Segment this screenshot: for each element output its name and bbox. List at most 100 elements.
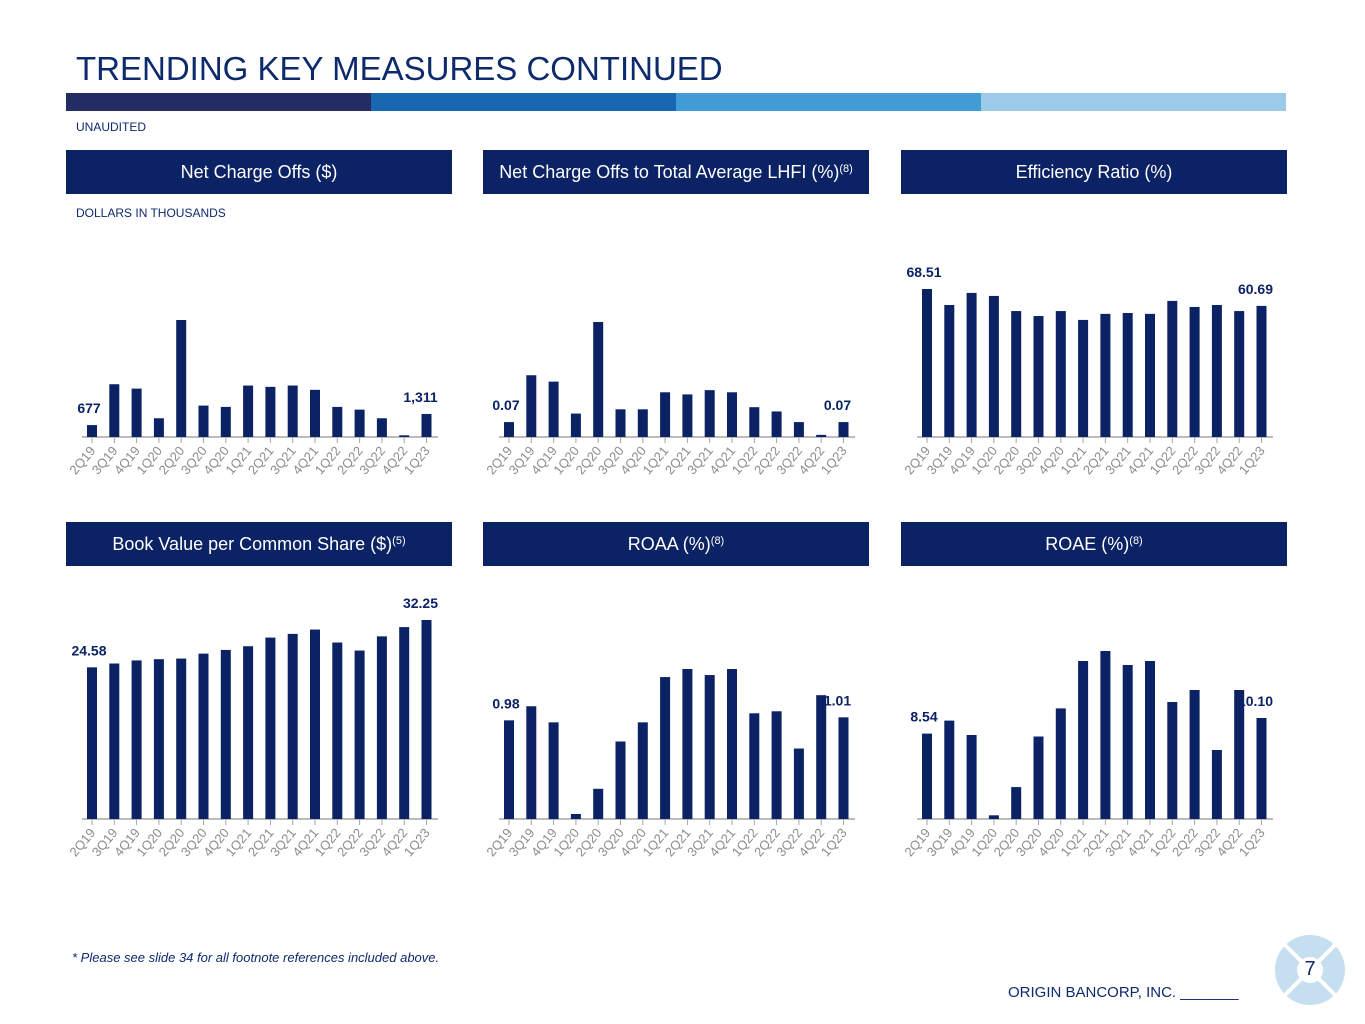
bar-1Q23 [838,717,849,819]
chart-roaa: 2Q193Q194Q191Q202Q203Q204Q201Q212Q213Q21… [483,669,855,859]
bar-3Q19 [526,375,537,437]
bar-3Q22 [1211,305,1222,437]
data-label-last: 60.69 [1238,281,1273,297]
bar-4Q22 [816,695,827,819]
chart-header-nco-ratio: Net Charge Offs to Total Average LHFI (%… [483,150,869,194]
bar-2Q22 [354,650,365,819]
bar-1Q23 [421,413,432,437]
bar-3Q19 [109,384,120,437]
bar-4Q21 [727,669,737,819]
x-tick-label: 1Q23 [818,825,850,859]
x-tick-label: 1Q23 [818,443,850,477]
bar-2Q19 [922,289,932,437]
bar-3Q22 [793,422,804,437]
bar-4Q21 [727,392,737,437]
bar-1Q21 [1078,319,1089,437]
data-label-last: 1,311 [403,389,437,405]
bar-4Q20 [1055,708,1066,819]
bar-2Q20 [593,788,604,819]
band-segment [371,93,676,111]
bar-1Q22 [749,713,760,819]
bar-4Q19 [548,381,559,437]
bar-4Q22 [1234,690,1245,819]
chart-net-charge-offs: 2Q193Q194Q191Q202Q203Q204Q201Q212Q213Q21… [66,320,438,477]
bar-4Q20 [637,722,648,819]
chart-header-roae: ROAE (%) (8) [901,522,1287,566]
chart-header-roaa: ROAA (%) (8) [483,522,869,566]
bar-4Q19 [966,292,977,437]
bar-4Q22 [816,434,827,437]
bar-3Q20 [1033,316,1044,437]
units-note: DOLLARS IN THOUSANDS [76,206,226,220]
bar-4Q21 [310,389,320,437]
bar-4Q21 [1145,313,1155,437]
header-text: ROAA (%) [627,533,711,554]
bar-3Q20 [198,405,209,437]
bar-2Q21 [1100,313,1111,437]
bar-3Q22 [1211,750,1222,819]
data-label-last: 1.01 [824,692,851,708]
chart-roae: 2Q193Q194Q191Q202Q203Q204Q201Q212Q213Q21… [901,651,1273,859]
bar-3Q21 [1122,313,1133,437]
page-number: 7 [1304,958,1316,980]
bar-4Q19 [548,722,559,819]
chart-header-book-value: Book Value per Common Share ($) (5) [66,522,452,566]
bar-3Q19 [944,720,955,819]
bar-1Q20 [988,295,999,437]
bar-4Q20 [637,409,648,437]
data-label-first: 0.98 [492,695,519,711]
bar-2Q20 [176,658,187,819]
header-text: Net Charge Offs ($) [180,161,338,182]
chart-header-efficiency: Efficiency Ratio (%) [901,150,1287,194]
bar-2Q20 [1011,311,1022,437]
bar-2Q20 [593,322,604,437]
bar-3Q19 [526,706,537,819]
unaudited-label: UNAUDITED [76,120,147,134]
bar-1Q21 [243,646,254,819]
bar-3Q22 [376,418,387,437]
bar-3Q22 [376,636,387,819]
bar-3Q21 [1122,665,1133,819]
x-tick-label: 1Q23 [1236,825,1268,859]
page-title: TRENDING KEY MEASURES CONTINUED [76,50,723,87]
bar-1Q22 [749,407,760,437]
bar-2Q22 [771,711,782,819]
color-band [66,93,1286,111]
header-text: Net Charge Offs to Total Average LHFI (%… [499,161,840,182]
bar-3Q20 [615,409,626,437]
bar-3Q21 [704,675,715,819]
bar-2Q22 [771,411,782,437]
bar-1Q21 [660,392,671,437]
footnote-ref: (8) [1129,535,1143,547]
data-label-first: 0.07 [492,397,519,413]
x-tick-label: 1Q23 [401,825,433,859]
bar-3Q20 [615,741,626,819]
bar-2Q19 [504,422,514,437]
bar-2Q21 [265,637,276,819]
bar-1Q20 [570,813,581,819]
header-text: Book Value per Common Share ($) [112,533,393,554]
footnote-ref: (8) [839,163,853,175]
bar-2Q19 [87,667,97,819]
chart-header-net-charge-offs: Net Charge Offs ($) [66,150,452,194]
bar-2Q21 [265,386,276,437]
bar-3Q22 [793,748,804,819]
band-segment [676,93,981,111]
origin-logo-icon [1275,935,1345,1005]
bar-1Q20 [988,815,999,819]
bar-2Q19 [504,720,514,819]
bar-4Q21 [1145,661,1155,819]
data-label-first: 24.58 [71,642,106,658]
bar-2Q19 [922,733,932,819]
bar-1Q23 [421,620,432,819]
chart-efficiency: 2Q193Q194Q191Q202Q203Q204Q201Q212Q213Q21… [901,264,1273,477]
chart-book-value: 2Q193Q194Q191Q202Q203Q204Q201Q212Q213Q21… [66,595,438,859]
header-text: ROAE (%) [1045,533,1130,554]
data-label-first: 68.51 [906,264,941,280]
bar-1Q20 [153,659,164,819]
data-label-first: 677 [77,400,101,416]
brand-name: ORIGIN BANCORP, INC. _______ [1008,984,1239,1001]
bar-1Q22 [1167,702,1178,819]
bar-2Q22 [1189,306,1200,437]
bar-3Q21 [704,390,715,437]
